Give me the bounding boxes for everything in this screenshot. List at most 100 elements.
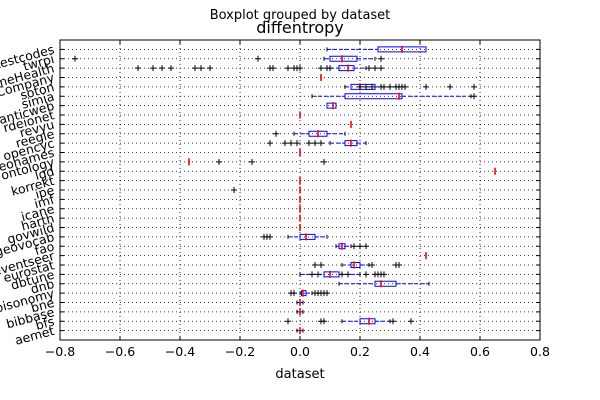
flier-point <box>390 318 396 325</box>
axis-ticks: −0.8 −0.6 −0.4 −0.2 0.0 0.2 0.4 0.6 0.8aemetbfsb… <box>0 40 550 359</box>
flier-point <box>273 130 279 137</box>
flier-point <box>135 65 141 72</box>
flier-point <box>192 65 198 72</box>
flier-point <box>321 158 327 165</box>
flier-point <box>471 93 477 100</box>
y-tick-label: bne <box>29 295 56 316</box>
iqr-box <box>326 102 337 109</box>
flier-point <box>294 140 300 147</box>
x-tick-label: 0.4 <box>410 344 430 359</box>
flier-point <box>285 318 291 325</box>
flier-point <box>363 83 369 90</box>
box-fao <box>335 242 369 250</box>
box-geovocab <box>261 233 328 241</box>
flier-point <box>318 65 324 72</box>
flier-point <box>318 140 324 147</box>
flier-point <box>396 262 402 268</box>
y-tick-label: fao <box>33 239 56 259</box>
flier-point <box>447 83 453 90</box>
flier-point <box>369 83 375 90</box>
iqr-box <box>359 318 376 325</box>
flier-point <box>72 55 78 62</box>
box-dnb <box>338 280 430 288</box>
flier-point <box>267 140 273 147</box>
flier-point <box>378 65 384 72</box>
flier-point <box>198 65 204 72</box>
flier-point <box>315 271 321 278</box>
box-soton <box>344 83 477 91</box>
box-testcodes <box>326 45 427 53</box>
flier-point <box>363 271 369 278</box>
box-opencyc <box>267 139 367 147</box>
x-axis-label: dataset <box>275 367 324 382</box>
flier-point <box>282 140 288 147</box>
flier-point <box>471 83 477 90</box>
flier-point <box>327 65 333 72</box>
box-eurostat <box>312 261 402 269</box>
y-tick-label: lgd <box>33 164 56 183</box>
flier-point <box>216 158 222 165</box>
x-tick-label: 0.2 <box>350 344 370 359</box>
x-tick-label: 0.0 <box>290 344 310 359</box>
flier-point <box>270 65 276 72</box>
x-tick-label: −0.2 <box>225 344 255 359</box>
box-simia <box>311 92 477 100</box>
flier-point <box>324 290 330 297</box>
chart-suptitle: Boxplot grouped by dataset <box>210 8 391 23</box>
flier-point <box>387 83 393 90</box>
flier-point <box>306 140 312 147</box>
flier-point <box>285 65 291 72</box>
flier-point <box>357 243 363 250</box>
box-bibbase <box>296 308 304 316</box>
x-tick-label: 0.8 <box>530 344 550 359</box>
flier-point <box>231 187 237 193</box>
iqr-box <box>350 262 361 268</box>
flier-point <box>408 318 414 325</box>
x-tick-label: −0.8 <box>45 344 75 359</box>
flier-point <box>150 65 156 72</box>
y-tick-label: bfs <box>34 314 56 333</box>
box-someHealth <box>135 64 384 72</box>
flier-point <box>345 271 351 278</box>
box-dbtune <box>299 270 387 278</box>
flier-point <box>369 262 375 268</box>
flier-point <box>318 262 324 268</box>
box-ipe <box>231 186 301 194</box>
y-tick-label: dnb <box>29 276 56 297</box>
x-tick-label: −0.6 <box>105 344 135 359</box>
flier-point <box>249 158 255 165</box>
flier-point <box>207 65 213 72</box>
flier-point <box>381 83 387 90</box>
flier-point <box>423 83 429 90</box>
flier-point <box>159 65 165 72</box>
box-aemet <box>296 327 304 335</box>
flier-point <box>309 271 315 278</box>
box-twrpi <box>72 55 384 63</box>
flier-point <box>378 55 384 62</box>
iqr-box <box>329 55 358 62</box>
flier-point <box>312 140 318 147</box>
iqr-box <box>344 93 403 100</box>
flier-point <box>357 83 363 90</box>
flier-point <box>339 271 345 278</box>
flier-point <box>312 262 318 268</box>
flier-point <box>372 65 378 72</box>
flier-point <box>288 140 294 147</box>
flier-point <box>321 318 327 325</box>
flier-point <box>351 243 357 250</box>
box-bfs <box>285 317 414 325</box>
flier-point <box>267 233 273 240</box>
flier-point <box>168 65 174 72</box>
flier-point <box>381 271 387 278</box>
iqr-box <box>338 65 355 72</box>
flier-point <box>291 290 297 297</box>
y-tick-label: imf <box>33 191 57 211</box>
box-bne <box>296 299 304 306</box>
flier-point <box>366 65 372 72</box>
x-tick-label: 0.6 <box>470 344 490 359</box>
boxes <box>72 45 496 335</box>
box-reegle <box>273 130 346 138</box>
box-semanticweb <box>326 102 337 110</box>
flier-point <box>255 55 261 62</box>
